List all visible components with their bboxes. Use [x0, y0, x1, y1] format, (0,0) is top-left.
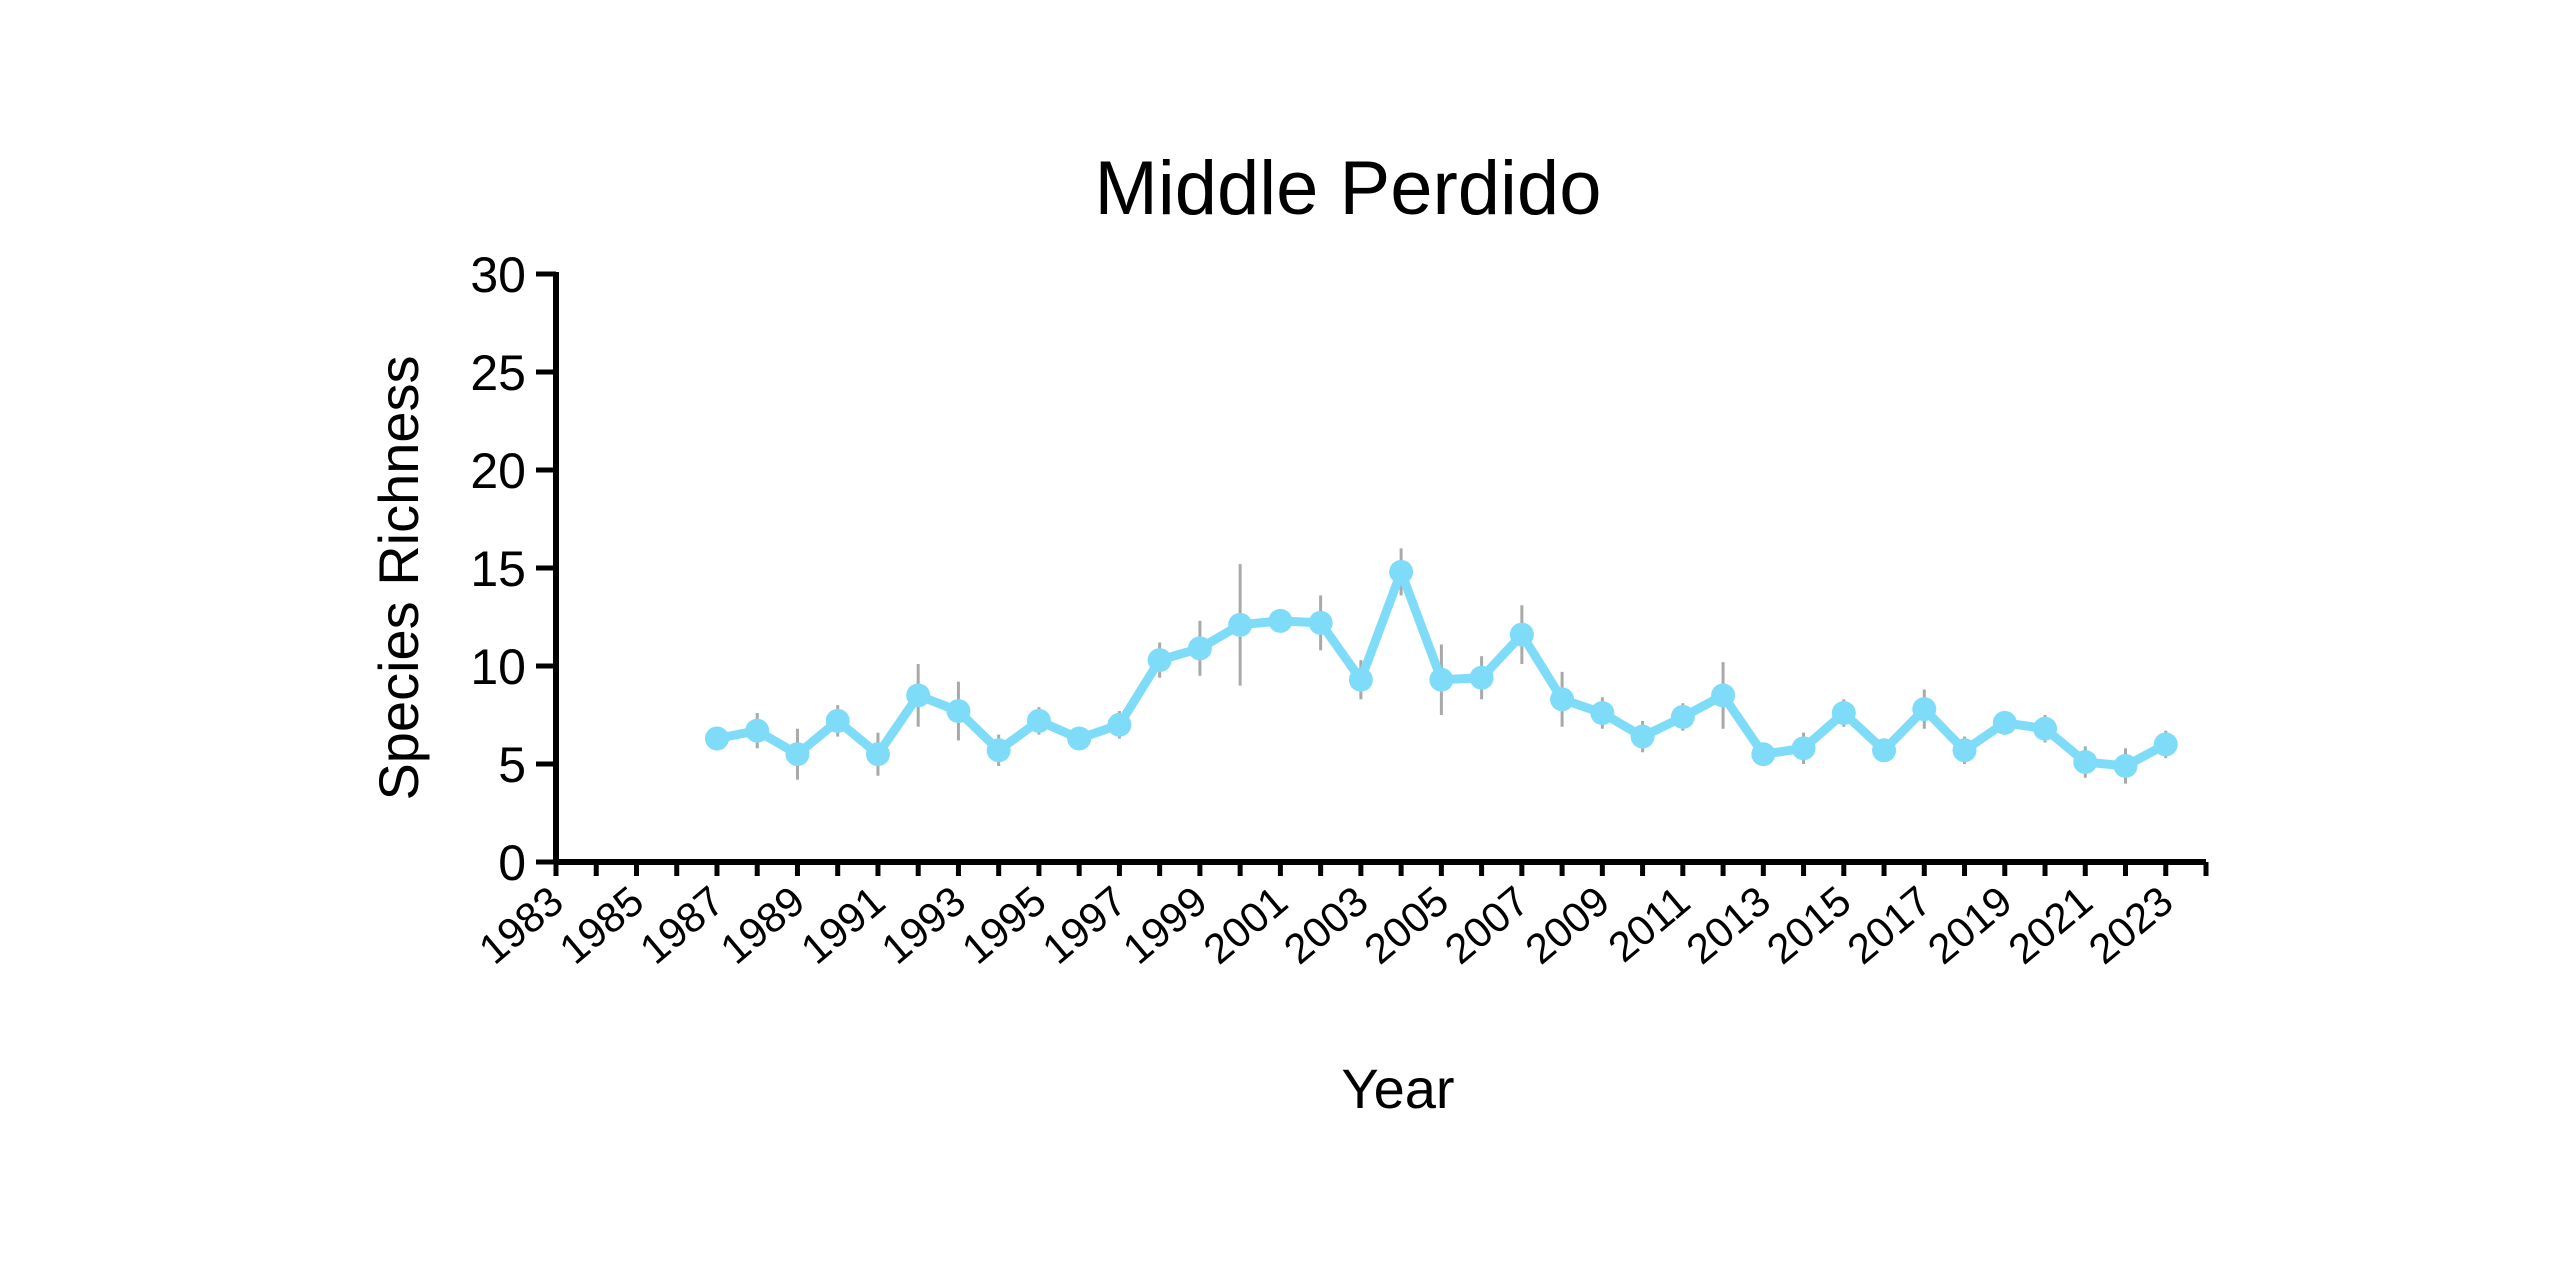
- x-tick-label: 2011: [1599, 877, 1698, 971]
- x-tick-label: 1993: [872, 877, 974, 973]
- x-tick-label: 2017: [1838, 877, 1940, 973]
- x-tick-label: 2023: [2080, 877, 2182, 973]
- x-tick-label: 2007: [1436, 877, 1538, 973]
- data-point: [1067, 726, 1092, 751]
- data-point: [946, 699, 971, 724]
- data-point: [1107, 712, 1132, 737]
- data-point: [1026, 708, 1051, 733]
- x-tick-label: 2015: [1758, 877, 1860, 973]
- data-point: [1429, 667, 1454, 692]
- x-tick-label: 2019: [1919, 877, 2021, 973]
- data-point: [2033, 716, 2058, 741]
- error-bars: [715, 548, 2168, 784]
- data-point: [865, 742, 890, 767]
- data-point: [1308, 610, 1333, 635]
- data-point: [1791, 736, 1816, 761]
- x-tick-label: 2009: [1516, 877, 1618, 973]
- data-point: [1147, 648, 1172, 673]
- data-point: [1550, 687, 1575, 712]
- x-tick-label: 2005: [1355, 877, 1457, 973]
- data-point: [704, 726, 729, 751]
- data-point: [745, 718, 770, 743]
- data-point: [1469, 665, 1494, 690]
- data-point: [1992, 710, 2017, 735]
- data-point: [1912, 697, 1937, 722]
- x-tick-label: 1991: [792, 877, 894, 973]
- x-tick-label: 2003: [1275, 877, 1377, 973]
- data-point: [1711, 683, 1736, 708]
- data-point: [1590, 701, 1615, 726]
- x-tick-label: 2001: [1194, 877, 1296, 973]
- y-tick-label: 10: [470, 639, 526, 695]
- y-tick-label: 30: [470, 247, 526, 303]
- data-point: [1751, 742, 1776, 767]
- data-point: [1268, 608, 1293, 633]
- data-point: [906, 683, 931, 708]
- data-point: [1187, 636, 1212, 661]
- chart-title: Middle Perdido: [1095, 146, 1602, 231]
- x-tick-label: 1999: [1114, 877, 1216, 973]
- data-point: [1509, 622, 1534, 647]
- x-tick-label: 1983: [470, 877, 572, 973]
- data-point: [986, 738, 1011, 763]
- x-tick-label: 2021: [1999, 877, 2101, 973]
- x-tick-label: 1989: [711, 877, 813, 973]
- y-tick-label: 0: [498, 835, 526, 891]
- y-tick-label: 15: [470, 541, 526, 597]
- data-point: [825, 708, 850, 733]
- data-point: [1228, 612, 1253, 637]
- y-tick-label: 20: [470, 443, 526, 499]
- x-tick-label: 2013: [1677, 877, 1779, 973]
- x-tick-label: 1997: [1033, 877, 1135, 973]
- data-point: [1348, 667, 1373, 692]
- data-series: [704, 559, 2178, 778]
- data-point: [2073, 750, 2098, 775]
- x-tick-label: 1995: [953, 877, 1055, 973]
- data-point: [1389, 559, 1414, 584]
- y-axis-label: Species Richness: [367, 355, 430, 800]
- axes: 0 5 10 15 20 25 30 1983198519871989199119931995…: [470, 247, 2209, 973]
- data-point: [1831, 701, 1856, 726]
- y-tick-label: 25: [470, 345, 526, 401]
- data-point: [2153, 732, 2178, 757]
- x-tick-label: 1987: [631, 877, 733, 973]
- data-point: [1630, 724, 1655, 749]
- data-point: [785, 742, 810, 767]
- data-point: [2113, 753, 2138, 778]
- x-tick-label: 1985: [550, 877, 652, 973]
- data-point: [1952, 738, 1977, 763]
- y-tick-label: 5: [498, 737, 526, 793]
- data-point: [1670, 704, 1695, 729]
- data-point: [1872, 738, 1897, 763]
- x-axis-label: Year: [1341, 1057, 1454, 1120]
